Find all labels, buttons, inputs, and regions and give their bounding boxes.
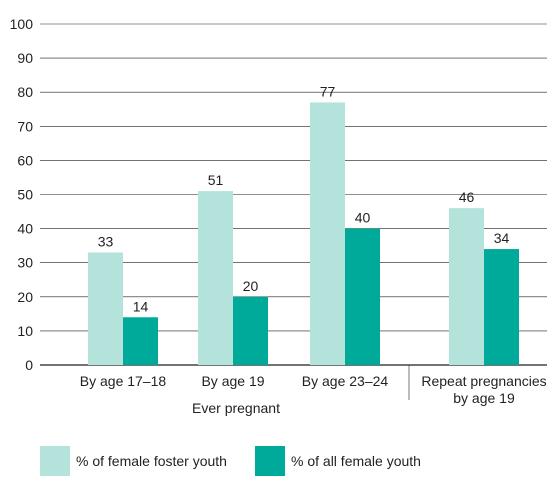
data-label: 34 (494, 230, 510, 246)
x-tick-label: By age 17–18 (80, 373, 167, 389)
legend: % of female foster youth % of all female … (40, 446, 421, 476)
x-axis-labels: By age 17–18 By age 19 By age 23–24 Repeat … (80, 373, 547, 406)
bar (123, 317, 158, 365)
data-label: 51 (208, 172, 224, 188)
group-label: Ever pregnant (192, 400, 280, 416)
x-tick-label: By age 19 (201, 373, 264, 389)
legend-swatch (255, 446, 285, 476)
y-tick-label: 50 (17, 187, 33, 203)
bar (484, 249, 519, 365)
data-label: 40 (355, 210, 371, 226)
y-tick-label: 80 (17, 84, 33, 100)
x-tick-label: Repeat pregnancies (421, 373, 546, 389)
bar (310, 102, 345, 366)
data-label: 77 (320, 83, 336, 99)
data-label: 46 (459, 189, 475, 205)
data-label: 33 (98, 233, 114, 249)
bar (449, 208, 484, 365)
y-tick-label: 10 (17, 323, 33, 339)
legend-label: % of all female youth (291, 453, 421, 469)
bars (88, 102, 519, 366)
y-tick-label: 60 (17, 152, 33, 168)
data-labels: 33 51 77 46 14 20 40 34 (98, 83, 510, 314)
y-axis-ticks: 0 10 20 30 40 50 60 70 80 90 100 (10, 16, 34, 373)
y-tick-label: 90 (17, 50, 33, 66)
y-tick-label: 30 (17, 255, 33, 271)
group-labels: Ever pregnant (192, 400, 280, 416)
legend-swatch (40, 446, 70, 476)
x-tick-label: By age 23–24 (302, 373, 389, 389)
x-tick-label: by age 19 (453, 390, 515, 406)
y-tick-label: 40 (17, 221, 33, 237)
bar (345, 228, 380, 365)
bar (233, 296, 268, 365)
y-tick-label: 70 (17, 118, 33, 134)
data-label: 14 (133, 298, 149, 314)
y-tick-label: 0 (25, 357, 33, 373)
data-label: 20 (243, 278, 259, 294)
bar (88, 252, 123, 365)
bar (198, 191, 233, 365)
y-tick-label: 20 (17, 289, 33, 305)
y-tick-label: 100 (10, 16, 34, 32)
legend-label: % of female foster youth (76, 453, 227, 469)
